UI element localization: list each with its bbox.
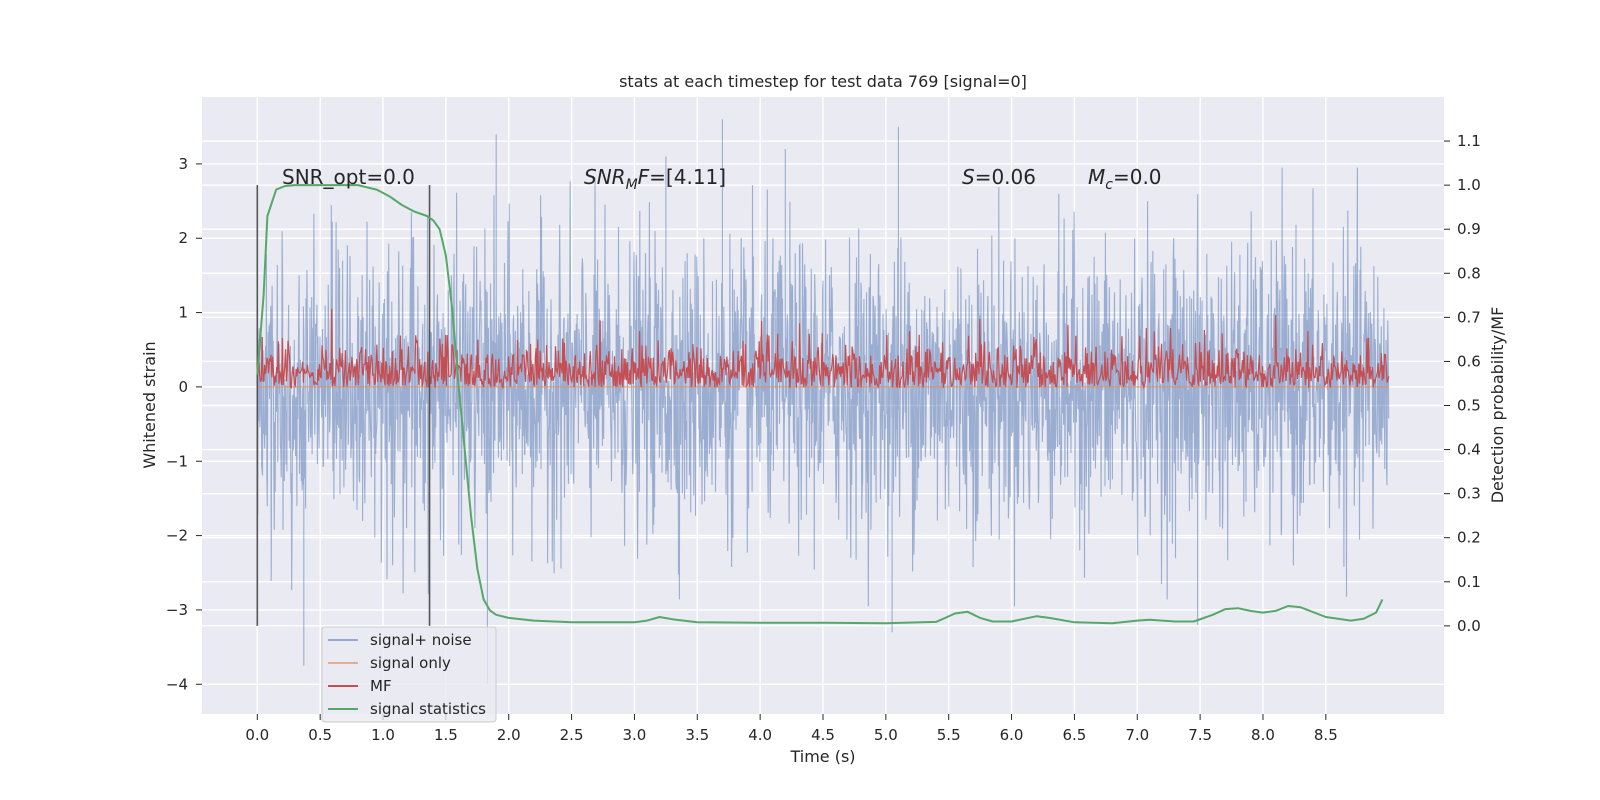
y-right-tick-label: 0.6 [1457,352,1481,370]
series-mf [256,308,1390,390]
y-left-tick-label: −3 [166,601,188,619]
y-left-tick-label: 1 [178,304,188,322]
snr-mf-tail: F [638,165,650,189]
y-right-tick-label: 1.0 [1457,176,1481,194]
annotation-snr-opt: SNR_opt=0.0 [282,165,415,189]
series-signal-statistics [256,184,1384,625]
y-right-tick-label: 0.3 [1457,485,1481,503]
y-left-tick-label: −1 [166,452,188,470]
mc-sub: c [1105,177,1113,193]
signal-noise-line [256,119,1390,685]
x-tick-label: 4.0 [748,726,772,744]
annotation-snr-mf: SNRMF=[4.11] [584,165,726,193]
y-left-tick-label: 3 [178,155,188,173]
y-right-tick-label: 1.1 [1457,132,1481,150]
chart-title: stats at each timestep for test data 769… [619,72,1027,91]
mf-line [256,308,1390,390]
legend-label-mf: MF [370,677,392,695]
x-tick-label: 5.5 [937,726,961,744]
s-value: =0.06 [975,165,1036,189]
y-left-tick-label: 2 [178,229,188,247]
legend: signal+ noise signal only MF signal stat… [321,626,497,723]
vertical-markers [256,185,431,626]
x-tick-label: 6.0 [1000,726,1024,744]
y-right-tick-label: 0.1 [1457,573,1481,591]
y-left-tick-label: −2 [166,527,188,545]
y-left-tick-label: −4 [166,675,188,693]
x-tick-label: 0.0 [245,726,269,744]
x-tick-label: 1.5 [434,726,458,744]
y-right-axis-label: Detection probability/MF [1488,307,1507,504]
legend-label-signal-only: signal only [370,654,451,672]
snr-mf-main: SNR [584,165,626,189]
mc-value: =0.0 [1113,165,1162,189]
legend-label-signal-noise: signal+ noise [370,631,472,649]
x-tick-label: 3.0 [623,726,647,744]
x-tick-label: 6.5 [1062,726,1086,744]
x-tick-label: 0.5 [308,726,332,744]
x-tick-label: 1.0 [371,726,395,744]
y-right-tick-label: 0.0 [1457,617,1481,635]
snr-mf-value: =[4.11] [649,165,726,189]
legend-box [321,626,497,723]
y-left-tick-label: 0 [178,378,188,396]
x-axis-ticks: 0.0 0.5 1.0 1.5 2.0 2.5 3.0 3.5 4.0 4.5 5.0 5.5 6.0 6… [245,714,1338,744]
y-right-axis-ticks: 0.0 0.1 0.2 0.3 0.4 0.5 0.6 0.7 0.8 0.9 1.0 1.1 [1444,132,1481,635]
signal-statistics-line [256,184,1384,625]
y-right-tick-label: 0.7 [1457,308,1481,326]
x-tick-label: 4.5 [811,726,835,744]
x-tick-label: 2.5 [560,726,584,744]
y-left-axis-ticks: −4 −3 −2 −1 0 1 2 3 [166,155,202,693]
x-tick-label: 8.5 [1314,726,1338,744]
x-tick-label: 8.0 [1251,726,1275,744]
legend-label-signal-statistics: signal statistics [370,700,486,718]
x-tick-label: 7.5 [1188,726,1212,744]
x-tick-label: 2.0 [497,726,521,744]
snr-mf-sub: M [626,177,638,193]
y-right-tick-label: 0.4 [1457,441,1481,459]
y-right-tick-label: 0.2 [1457,529,1481,547]
x-tick-label: 3.5 [685,726,709,744]
s-label: S [962,165,975,189]
y-left-axis-label: Whitened strain [140,341,159,468]
annotation-s: S=0.06 [962,165,1036,189]
y-right-tick-label: 0.5 [1457,397,1481,415]
annotation-mc: Mc=0.0 [1088,165,1162,193]
y-right-tick-label: 0.9 [1457,220,1481,238]
x-tick-label: 7.0 [1125,726,1149,744]
x-tick-label: 5.0 [874,726,898,744]
series-signal-noise [256,119,1390,685]
x-axis-label: Time (s) [789,747,855,766]
mc-label: M [1088,165,1105,189]
y-right-tick-label: 0.8 [1457,264,1481,282]
